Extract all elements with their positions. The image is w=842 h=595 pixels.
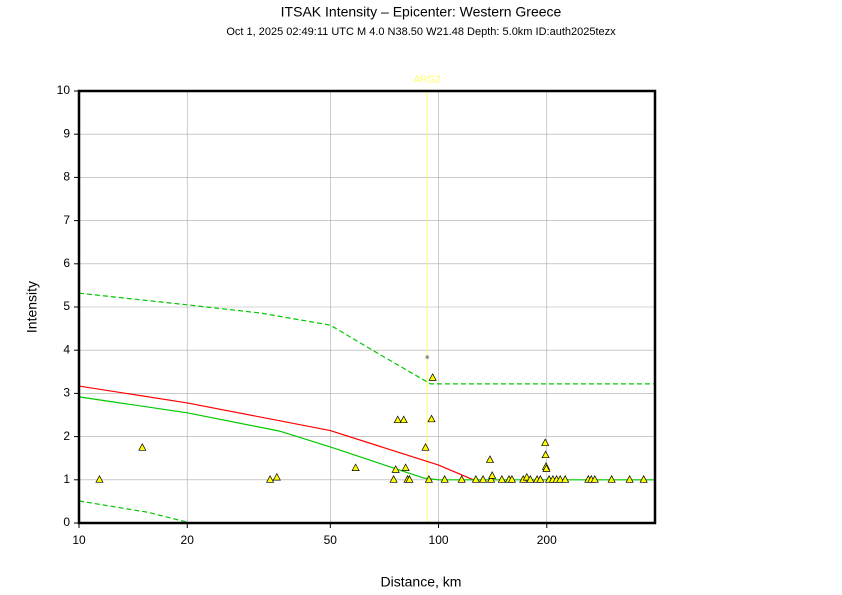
x-axis-label: Distance, km xyxy=(381,574,462,590)
plot-frame xyxy=(77,89,657,525)
station-marker xyxy=(542,464,551,472)
y-tick-label: 5 xyxy=(63,299,70,313)
station-marker xyxy=(272,472,281,481)
y-tick-label: 1 xyxy=(63,472,70,486)
station-marker xyxy=(507,475,517,483)
station-marker xyxy=(95,475,104,483)
station-marker xyxy=(478,475,488,483)
station-marker xyxy=(561,475,570,483)
y-tick-label: 3 xyxy=(63,386,70,400)
model-line xyxy=(78,396,655,481)
x-tick-label: 100 xyxy=(429,533,449,547)
y-tick-label: 9 xyxy=(63,126,70,140)
y-tick-label: 10 xyxy=(57,83,71,97)
station-marker xyxy=(590,475,599,483)
station-marker xyxy=(440,475,449,483)
chart-subtitle: Oct 1, 2025 02:49:11 UTC M 4.0 N38.50 W2… xyxy=(226,26,616,38)
station-marker xyxy=(421,443,430,451)
station-marker xyxy=(391,465,400,473)
station-marker xyxy=(399,415,408,424)
station-marker xyxy=(639,475,648,483)
station-marker xyxy=(266,475,275,483)
station-marker xyxy=(351,463,360,471)
station-marker xyxy=(556,475,565,483)
y-tick-label: 7 xyxy=(63,213,70,227)
x-tick-label: 200 xyxy=(537,533,557,547)
station-marker xyxy=(401,463,410,471)
x-tick-label: 10 xyxy=(72,533,86,547)
station-label: ARG2 xyxy=(414,75,442,86)
x-tick-label: 50 xyxy=(324,533,338,547)
model-line xyxy=(78,292,655,385)
station-marker xyxy=(389,475,398,483)
y-axis-label: Intensity xyxy=(24,281,40,333)
station-marker xyxy=(541,438,550,446)
station-marker xyxy=(607,475,616,483)
station-marker xyxy=(457,475,466,483)
station-marker xyxy=(526,475,535,483)
station-marker xyxy=(471,475,480,483)
y-tick-label: 6 xyxy=(63,256,70,270)
y-tick-label: 4 xyxy=(63,342,70,356)
station-marker xyxy=(625,475,634,483)
chart-title: ITSAK Intensity – Epicenter: Western Gre… xyxy=(281,4,562,20)
station-marker xyxy=(138,443,147,451)
station-marker xyxy=(427,414,436,423)
model-line xyxy=(78,500,188,523)
station-marker xyxy=(536,475,545,483)
station-marker xyxy=(497,475,506,483)
station-marker xyxy=(541,450,550,459)
station-marker xyxy=(488,471,497,479)
station-marker xyxy=(405,475,414,483)
y-tick-label: 2 xyxy=(63,429,70,443)
x-tick-label: 20 xyxy=(181,533,195,547)
station-marker xyxy=(424,475,433,483)
station-marker xyxy=(393,415,402,424)
y-tick-label: 8 xyxy=(63,170,70,184)
epicenter-marker xyxy=(425,355,430,360)
y-tick-label: 0 xyxy=(63,515,70,529)
model-line xyxy=(78,385,474,481)
station-marker xyxy=(428,373,437,381)
station-marker xyxy=(485,455,495,463)
station-marker xyxy=(486,475,496,483)
